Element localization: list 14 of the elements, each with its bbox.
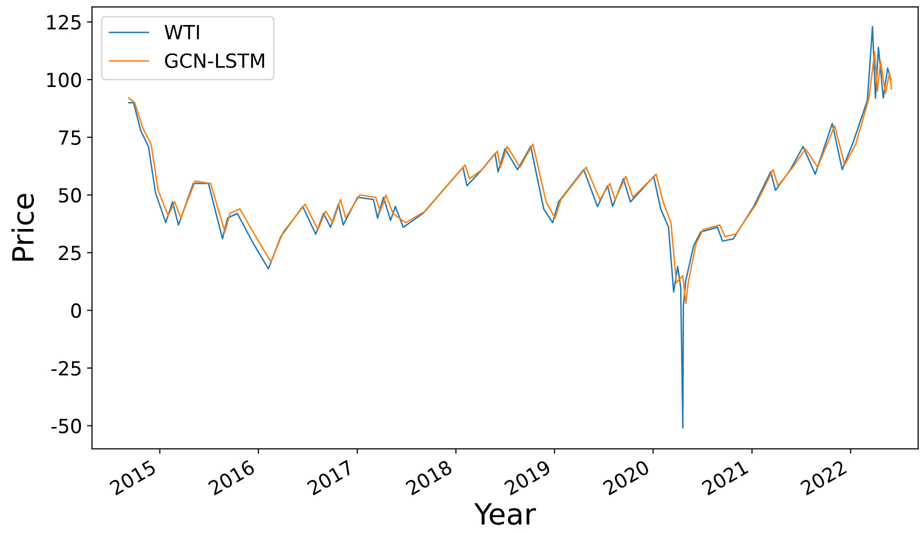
line-series — [128, 26, 892, 429]
y-tick-label: 25 — [58, 246, 81, 260]
y-tick-label: 100 — [47, 72, 81, 88]
legend-label: GCN-LSTM — [165, 53, 264, 68]
x-axis-title: Year — [474, 503, 536, 525]
y-tick-label: 0 — [71, 303, 81, 318]
legend-label: WTI — [164, 25, 199, 40]
y-tick-label: 50 — [59, 188, 81, 203]
y-tick-label: 125 — [47, 14, 81, 30]
y-tick-label: 75 — [59, 130, 81, 145]
line-series — [128, 51, 892, 304]
y-tick-label: -50 — [51, 418, 81, 434]
y-tick-label: -25 — [51, 360, 81, 376]
y-axis-title: Price — [11, 194, 34, 261]
